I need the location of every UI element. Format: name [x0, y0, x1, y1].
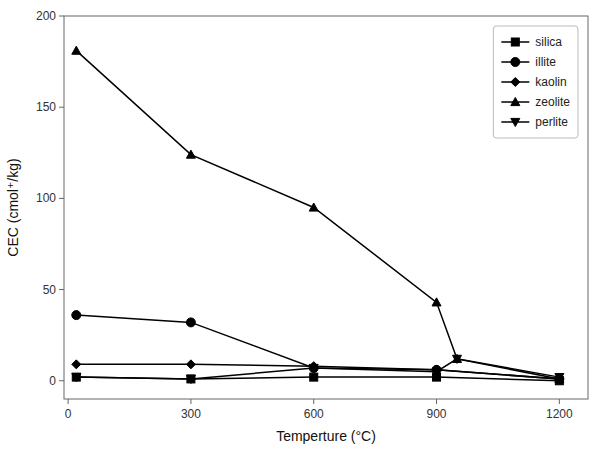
- legend-marker: [511, 98, 520, 106]
- point: [72, 46, 81, 54]
- series-line: [76, 315, 559, 379]
- legend-label: perlite: [535, 115, 568, 129]
- point: [432, 298, 441, 306]
- point: [186, 318, 195, 327]
- y-tick-label: 200: [36, 9, 56, 23]
- legend-marker: [511, 118, 520, 126]
- x-tick-label: 0: [65, 407, 72, 421]
- point: [453, 355, 462, 363]
- point: [555, 374, 564, 382]
- point: [72, 311, 81, 320]
- y-tick-label: 50: [43, 283, 57, 297]
- y-axis-label: CEC (cmol⁺/kg): [5, 158, 21, 256]
- x-tick-label: 300: [181, 407, 201, 421]
- legend-box: [493, 26, 578, 138]
- point: [186, 150, 195, 158]
- x-axis-label: Temperture (°C): [276, 428, 376, 444]
- point: [187, 375, 195, 383]
- legend-label: illite: [535, 55, 556, 69]
- series-line: [76, 51, 559, 379]
- legend-marker: [511, 38, 519, 46]
- legend-marker: [511, 58, 520, 67]
- y-tick-label: 0: [49, 374, 56, 388]
- y-tick-label: 100: [36, 191, 56, 205]
- x-tick: [436, 399, 437, 404]
- point: [72, 374, 81, 382]
- x-tick: [190, 399, 191, 404]
- point: [309, 203, 318, 211]
- point: [309, 364, 318, 372]
- x-tick: [68, 399, 69, 404]
- legend-label: zeolite: [535, 95, 570, 109]
- y-tick-label: 150: [36, 100, 56, 114]
- point: [555, 374, 564, 382]
- y-tick: [59, 107, 64, 108]
- y-tick: [59, 380, 64, 381]
- legend: silica illite kaolin zeolite perlite: [493, 26, 578, 138]
- x-tick-label: 600: [304, 407, 324, 421]
- chart: 0 300 600 900 1200 0 50 100 150 200 Temperture (°C…: [0, 0, 604, 453]
- y-tick: [59, 16, 64, 17]
- plot-frame: [64, 16, 588, 399]
- series-line: [76, 359, 559, 379]
- x-tick-label: 1200: [546, 407, 573, 421]
- legend-label: kaolin: [535, 75, 566, 89]
- point: [432, 368, 441, 376]
- y-tick: [59, 289, 64, 290]
- legend-label: silica: [535, 35, 562, 49]
- legend-marker: [511, 78, 520, 87]
- x-tick-label: 900: [427, 407, 447, 421]
- point: [72, 360, 81, 369]
- point: [186, 375, 195, 383]
- x-tick: [313, 399, 314, 404]
- point: [186, 360, 195, 369]
- point: [72, 373, 80, 381]
- point: [310, 373, 318, 381]
- x-tick: [559, 399, 560, 404]
- y-tick: [59, 198, 64, 199]
- plot-area: [72, 46, 564, 385]
